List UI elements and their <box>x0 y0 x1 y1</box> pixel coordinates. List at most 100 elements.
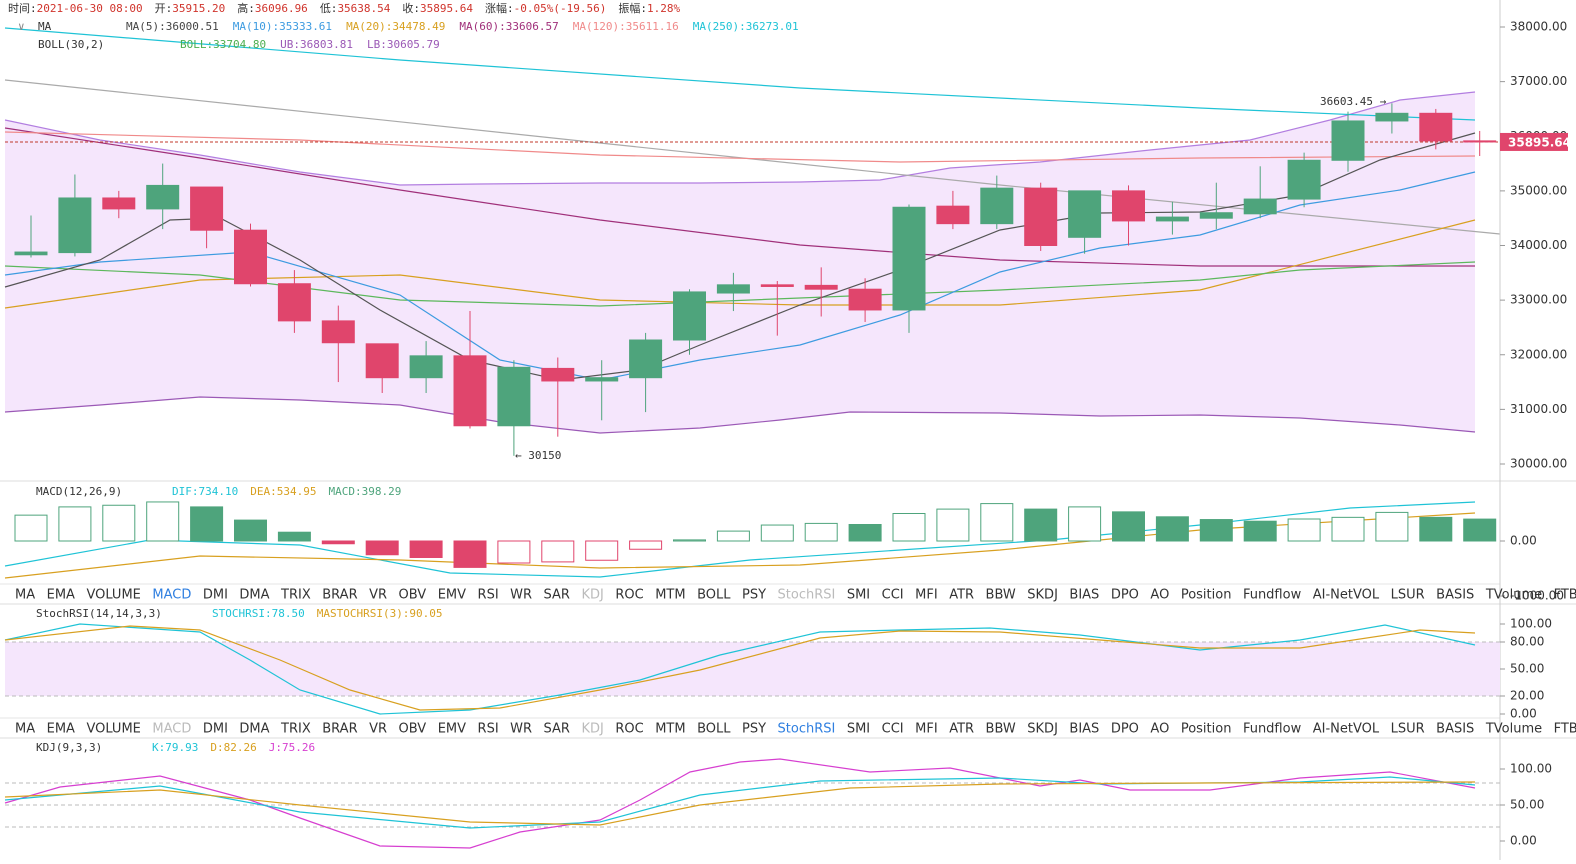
indicator-tab[interactable]: BRAR <box>322 722 357 737</box>
indicator-tab[interactable]: BIAS <box>1069 722 1099 737</box>
indicator-tab[interactable]: MFI <box>915 588 938 603</box>
indicator-tab[interactable]: MTM <box>655 588 685 603</box>
indicator-tab[interactable]: FTBS <box>1554 722 1576 737</box>
indicator-tab[interactable]: Fundflow <box>1243 588 1302 603</box>
indicator-tab[interactable]: AO <box>1150 588 1169 603</box>
macd-bar <box>1287 518 1321 542</box>
indicator-tab[interactable]: Fundflow <box>1243 722 1302 737</box>
mastochrsi-line <box>4 625 1476 711</box>
indicator-tab[interactable]: FTBS <box>1554 588 1576 603</box>
indicator-tab[interactable]: MACD <box>152 588 191 603</box>
indicator-tab[interactable]: ATR <box>949 588 974 603</box>
indicator-tab[interactable]: DMA <box>239 588 269 603</box>
indicator-tab[interactable]: VOLUME <box>86 588 140 603</box>
indicator-tab[interactable]: DMA <box>239 722 269 737</box>
indicator-tab[interactable]: VR <box>369 588 387 603</box>
indicator-tab[interactable]: AO <box>1150 722 1169 737</box>
indicator-tab[interactable]: MACD <box>152 722 191 737</box>
indicator-tab[interactable]: TRIX <box>280 722 311 737</box>
indicator-tab[interactable]: TVolume <box>1485 722 1542 737</box>
indicator-tab[interactable]: SAR <box>544 588 570 603</box>
indicator-tab[interactable]: LSUR <box>1391 588 1425 603</box>
dif-line <box>4 501 1476 578</box>
candle-body <box>1331 120 1365 161</box>
indicator-tab[interactable]: MA <box>15 722 35 737</box>
indicator-tab[interactable]: WR <box>510 722 532 737</box>
indicator-tab[interactable]: SKDJ <box>1027 722 1058 737</box>
indicator-tab[interactable]: OBV <box>399 722 427 737</box>
stochrsi-legend: MASTOCHRSI(3):90.05 <box>317 607 443 620</box>
indicator-tab[interactable]: MTM <box>655 722 685 737</box>
indicator-tab[interactable]: StochRSI <box>778 722 836 737</box>
indicator-tab[interactable]: DPO <box>1111 588 1139 603</box>
indicator-tab[interactable]: CCI <box>882 722 904 737</box>
indicator-tab[interactable]: RSI <box>478 722 499 737</box>
macd-bar <box>673 539 706 542</box>
header-item: 收:35895.64 <box>402 1 473 15</box>
macd-bar <box>1024 508 1058 542</box>
candle-body <box>1375 112 1409 122</box>
macd-bar <box>760 524 794 542</box>
header-item: 低:35638.54 <box>320 2 391 15</box>
indicator-tab[interactable]: MA <box>15 588 35 603</box>
macd-bar <box>892 513 926 542</box>
indicator-tab[interactable]: BASIS <box>1436 722 1474 737</box>
indicator-tab[interactable]: Position <box>1181 588 1232 603</box>
indicator-tab[interactable]: AI-NetVOL <box>1313 722 1380 737</box>
indicator-tab[interactable]: PSY <box>742 722 766 737</box>
indicator-tab[interactable]: TVolume <box>1485 588 1542 603</box>
indicator-tab[interactable]: WR <box>510 588 532 603</box>
indicator-tab[interactable]: SAR <box>544 722 570 737</box>
indicator-tab[interactable]: DMI <box>203 588 228 603</box>
candle-body <box>892 206 926 311</box>
indicator-tab[interactable]: RSI <box>478 588 499 603</box>
macd-bar <box>1068 506 1102 542</box>
indicator-tab[interactable]: EMA <box>47 588 75 603</box>
indicator-tab[interactable]: SMI <box>847 588 870 603</box>
y-tick-label: 100.00 <box>1510 762 1552 776</box>
indicator-tab[interactable]: AI-NetVOL <box>1313 588 1380 603</box>
indicator-tab[interactable]: VOLUME <box>86 722 140 737</box>
macd-bar <box>1419 516 1453 542</box>
indicator-tab[interactable]: BOLL <box>697 588 731 603</box>
indicator-tab[interactable]: BBW <box>986 588 1016 603</box>
candle-body <box>848 288 882 311</box>
indicator-tab[interactable]: KDJ <box>581 722 603 737</box>
indicator-tab[interactable]: EMV <box>438 588 466 603</box>
indicator-tab[interactable]: ROC <box>615 588 643 603</box>
indicator-tab[interactable]: StochRSI <box>778 588 836 603</box>
indicator-tab[interactable]: VR <box>369 722 387 737</box>
indicator-tab[interactable]: DPO <box>1111 722 1139 737</box>
indicator-tab[interactable]: ATR <box>949 722 974 737</box>
indicator-tab[interactable]: KDJ <box>581 588 603 603</box>
macd-bar <box>541 540 575 563</box>
indicator-tab[interactable]: EMV <box>438 722 466 737</box>
indicator-tab[interactable]: TRIX <box>280 588 311 603</box>
indicator-tab[interactable]: SKDJ <box>1027 588 1058 603</box>
indicator-tab[interactable]: LSUR <box>1391 722 1425 737</box>
indicator-tab[interactable]: MFI <box>915 722 938 737</box>
kdj-legend: D:82.26 <box>210 741 256 754</box>
macd-bar <box>716 530 750 542</box>
indicator-tab[interactable]: Position <box>1181 722 1232 737</box>
indicator-tab[interactable]: CCI <box>882 588 904 603</box>
candle-body <box>277 283 311 322</box>
indicator-tab[interactable]: BBW <box>986 722 1016 737</box>
indicator-tab[interactable]: PSY <box>742 588 766 603</box>
indicator-tab[interactable]: DMI <box>203 722 228 737</box>
indicator-tab[interactable]: BIAS <box>1069 588 1099 603</box>
ma-legend: MA(20):34478.49 <box>346 20 445 33</box>
indicator-tab[interactable]: BASIS <box>1436 588 1474 603</box>
indicator-tab[interactable]: BOLL <box>697 722 731 737</box>
j-line <box>4 758 1476 849</box>
stoch-band <box>5 642 1500 696</box>
indicator-tab[interactable]: ROC <box>615 722 643 737</box>
indicator-tab[interactable]: EMA <box>47 722 75 737</box>
indicator-tab[interactable]: SMI <box>847 722 870 737</box>
y-tick-label: 80.00 <box>1510 635 1544 649</box>
macd-bar <box>629 540 663 550</box>
y-tick-label: 50.00 <box>1510 798 1544 812</box>
macd-legend: DIF:734.10 <box>172 485 238 498</box>
indicator-tab[interactable]: OBV <box>399 588 427 603</box>
indicator-tab[interactable]: BRAR <box>322 588 357 603</box>
